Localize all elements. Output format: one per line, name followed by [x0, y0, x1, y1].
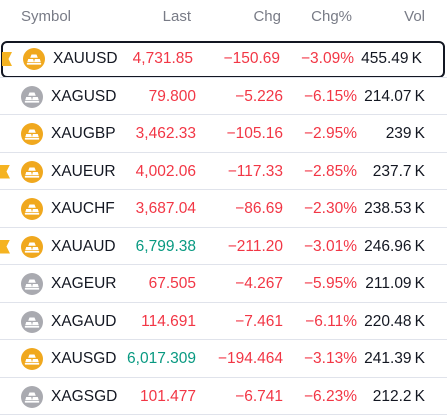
row-separator: [0, 76, 447, 78]
row-symbol: XAGEUR: [51, 275, 117, 292]
gold-bars-icon: [23, 48, 45, 70]
watchlist-row[interactable]: XAUCHF 3,687.04 −86.69 −2.30% 238.53 K: [0, 191, 447, 228]
row-symbol: XAUGBP: [51, 125, 116, 142]
row-volume: 220.48 K: [364, 312, 425, 330]
row-change: −4.267: [235, 275, 283, 292]
silver-bars-icon: [21, 310, 43, 333]
row-separator: [0, 301, 447, 303]
row-symbol: XAGSGD: [51, 387, 118, 405]
watchlist-row[interactable]: XAGAUD 114.691 −7.461 −6.11% 220.48 K: [0, 304, 447, 341]
row-last-price: 79.800: [148, 87, 196, 105]
row-separator: [0, 151, 447, 153]
watchlist-header: Symbol Last Chg Chg% Vol: [0, 0, 447, 37]
row-last-price: 6,799.38: [135, 237, 196, 255]
watchlist-row[interactable]: XAUUSD 4,731.85 −150.69 −3.09% 455.49 K: [1, 41, 445, 78]
row-change-percent: −2.30%: [303, 200, 357, 217]
gold-bars-icon: [21, 123, 43, 145]
row-last-price: 101.477: [139, 387, 196, 405]
row-separator: [0, 376, 447, 378]
row-volume: 238.53 K: [364, 200, 425, 217]
gold-bars-icon: [21, 160, 43, 183]
row-change-percent: −2.95%: [303, 125, 357, 142]
gold-bars-icon: [21, 198, 43, 220]
row-last-price: 3,687.04: [135, 200, 196, 217]
row-change-percent: −6.23%: [303, 387, 357, 405]
row-change-percent: −2.85%: [303, 162, 357, 180]
silver-bars-icon: [21, 273, 43, 295]
row-separator: [0, 339, 447, 340]
watchlist-row[interactable]: XAUEUR 4,002.06 −117.33 −2.85% 237.7 K: [0, 154, 447, 191]
row-change: −7.461: [235, 312, 283, 330]
row-change-percent: −6.15%: [303, 87, 357, 105]
row-symbol: XAUAUD: [51, 237, 116, 255]
row-symbol: XAUUSD: [53, 50, 118, 67]
row-change-percent: −3.01%: [303, 237, 357, 255]
row-volume: 237.7 K: [372, 162, 425, 180]
row-symbol: XAGUSD: [51, 87, 117, 105]
row-change-percent: −6.11%: [305, 312, 357, 330]
flag-icon[interactable]: [0, 239, 10, 254]
row-symbol: XAUCHF: [51, 200, 115, 217]
row-volume: 239 K: [385, 125, 425, 142]
flag-icon[interactable]: [0, 164, 10, 179]
row-separator: [0, 114, 447, 115]
row-symbol: XAUSGD: [51, 350, 117, 367]
row-last-price: 67.505: [148, 275, 196, 292]
column-header-chg[interactable]: Chg: [253, 8, 281, 25]
row-last-price: 4,731.85: [132, 50, 193, 67]
watchlist-row[interactable]: XAUGBP 3,462.33 −105.16 −2.95% 239 K: [0, 116, 447, 153]
row-symbol: XAUEUR: [51, 162, 116, 180]
watchlist-row[interactable]: XAGEUR 67.505 −4.267 −5.95% 211.09 K: [0, 266, 447, 303]
row-change: −5.226: [235, 87, 283, 105]
silver-bars-icon: [21, 85, 43, 108]
row-symbol: XAGAUD: [51, 312, 117, 330]
column-header-symbol[interactable]: Symbol: [21, 8, 72, 25]
row-separator: [0, 226, 447, 228]
row-change: −211.20: [227, 237, 283, 255]
row-change: −194.464: [217, 350, 283, 367]
row-last-price: 114.691: [141, 312, 196, 330]
row-last-price: 3,462.33: [135, 125, 196, 142]
row-change: −117.33: [227, 162, 283, 180]
row-change: −150.69: [223, 50, 280, 67]
watchlist-row[interactable]: XAUAUD 6,799.38 −211.20 −3.01% 246.96 K: [0, 229, 447, 266]
row-separator: [0, 264, 447, 265]
row-change: −86.69: [235, 200, 283, 217]
column-header-last[interactable]: Last: [162, 8, 191, 25]
row-volume: 246.96 K: [364, 237, 425, 255]
row-change: −105.16: [226, 125, 283, 142]
row-volume: 212.2 K: [372, 387, 425, 405]
watchlist-row[interactable]: XAGUSD 79.800 −5.226 −6.15% 214.07 K: [0, 79, 447, 116]
silver-bars-icon: [21, 385, 43, 408]
column-header-chg-percent[interactable]: Chg%: [311, 8, 352, 25]
watchlist-row[interactable]: XAUSGD 6,017.309 −194.464 −3.13% 241.39 K: [0, 341, 447, 378]
flag-icon[interactable]: [2, 52, 12, 66]
row-volume: 241.39 K: [364, 350, 425, 367]
row-change-percent: −5.95%: [303, 275, 357, 292]
row-separator: [0, 414, 447, 415]
gold-bars-icon: [21, 348, 43, 370]
row-last-price: 6,017.309: [127, 350, 196, 367]
row-volume: 214.07 K: [364, 87, 425, 105]
watchlist-row[interactable]: XAGSGD 101.477 −6.741 −6.23% 212.2 K: [0, 379, 447, 416]
row-change-percent: −3.09%: [300, 50, 354, 67]
row-change: −6.741: [235, 387, 283, 405]
row-volume: 455.49 K: [361, 50, 422, 67]
row-last-price: 4,002.06: [135, 162, 196, 180]
row-change-percent: −3.13%: [303, 350, 357, 367]
gold-bars-icon: [21, 235, 43, 258]
row-volume: 211.09 K: [365, 275, 425, 292]
column-header-vol[interactable]: Vol: [404, 8, 425, 25]
row-separator: [0, 189, 447, 190]
